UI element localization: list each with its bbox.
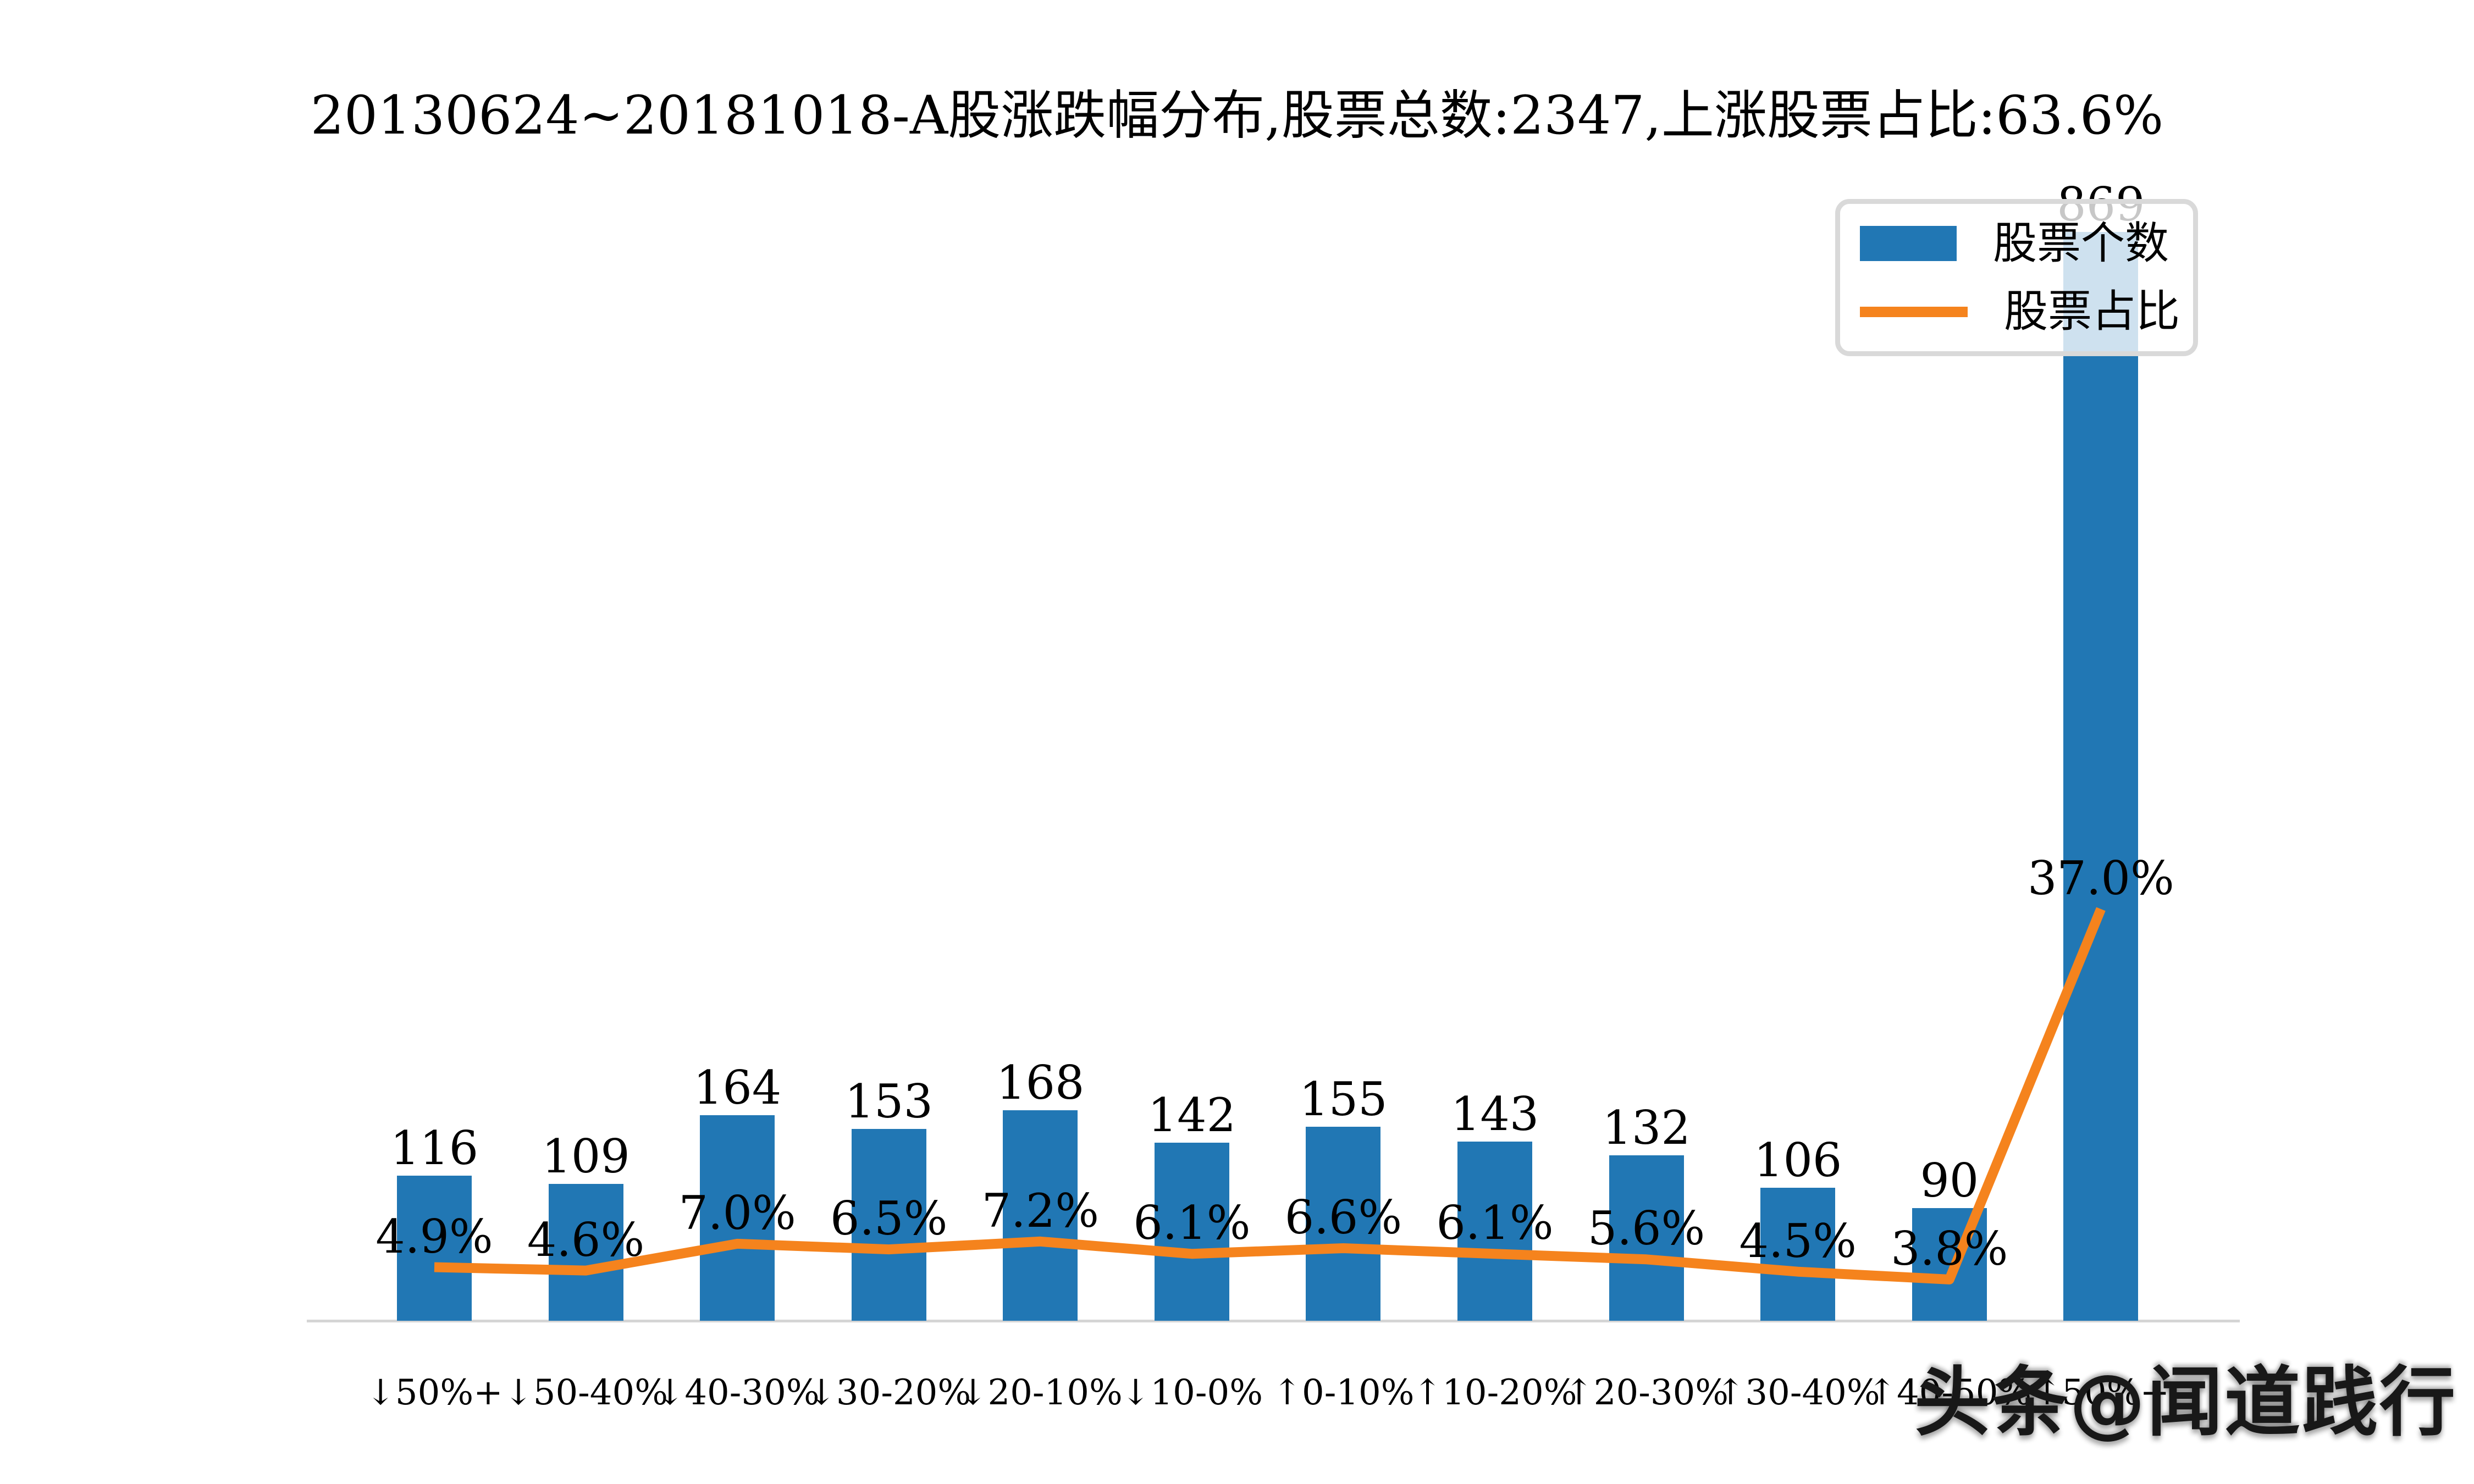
- trend-point-label: 7.0%: [678, 1186, 796, 1240]
- trend-point-label: 6.1%: [1436, 1196, 1554, 1250]
- bar-value-label: 143: [1450, 1087, 1539, 1141]
- x-axis-label: ↓30-20%: [807, 1372, 971, 1413]
- legend-item-label: 股票占比: [2004, 286, 2180, 337]
- bar-value-label: 153: [844, 1075, 933, 1129]
- bar-value-label: 168: [996, 1055, 1085, 1110]
- x-axis-label: ↓50-40%: [504, 1372, 669, 1413]
- bar-value-label: 90: [1920, 1153, 1979, 1208]
- data-bar: [700, 1115, 775, 1321]
- data-bar: [397, 1175, 472, 1321]
- bar-value-label: 116: [390, 1121, 479, 1175]
- legend-item-line: 股票占比: [1860, 289, 2193, 335]
- data-bar: [1003, 1110, 1078, 1321]
- chart-title: 20130624~20181018-A股涨跌幅分布,股票总数:2347,上涨股票…: [310, 85, 2164, 146]
- trend-point-label: 37.0%: [2027, 851, 2174, 905]
- line-swatch-icon: [1860, 306, 1968, 317]
- x-axis-label: ↓40-30%: [655, 1372, 820, 1413]
- data-bar: [851, 1129, 926, 1321]
- trend-point-label: 5.6%: [1587, 1201, 1705, 1256]
- x-axis-label: ↓50%+: [366, 1372, 503, 1413]
- bar-value-label: 164: [693, 1061, 782, 1115]
- bar-value-label: 155: [1299, 1072, 1388, 1126]
- x-axis-label: ↓20-10%: [958, 1372, 1123, 1413]
- data-bar: [1760, 1188, 1836, 1321]
- trend-point-label: 4.6%: [527, 1212, 645, 1267]
- x-axis-label: ↑50%+: [2032, 1372, 2170, 1413]
- bar-value-label: 132: [1602, 1101, 1691, 1155]
- data-bar: [1457, 1141, 1533, 1321]
- x-axis-label: ↑30-40%: [1715, 1372, 1880, 1413]
- trend-point-label: 4.5%: [1739, 1214, 1857, 1268]
- trend-point-label: 6.6%: [1284, 1190, 1402, 1245]
- trend-point-label: 6.1%: [1133, 1196, 1251, 1250]
- trend-line: [434, 907, 2106, 1284]
- bar-value-label: 109: [542, 1129, 630, 1184]
- trend-point-label: 6.5%: [830, 1192, 948, 1246]
- bar-value-label: 106: [1754, 1133, 1842, 1188]
- watermark: 头条@闻道践行: [1914, 1358, 2458, 1447]
- x-axis-label: ↑20-30%: [1564, 1372, 1729, 1413]
- x-axis-label: ↑10-20%: [1412, 1372, 1577, 1413]
- legend-item-bars: 股票个数: [1860, 220, 2193, 267]
- x-axis-label: ↓10-0%: [1120, 1372, 1263, 1413]
- bar-value-label: 142: [1147, 1088, 1236, 1143]
- data-bar: [2063, 231, 2139, 1321]
- bar-swatch-icon: [1860, 226, 1957, 261]
- data-bar: [1154, 1143, 1229, 1321]
- trend-point-label: 3.8%: [1891, 1221, 2008, 1276]
- data-bar: [1609, 1155, 1684, 1321]
- trend-point-label: 4.9%: [375, 1209, 493, 1264]
- legend-item-label: 股票个数: [1993, 218, 2169, 269]
- chart-legend: 股票个数 股票占比: [1835, 199, 2198, 356]
- trend-point-label: 7.2%: [981, 1183, 1100, 1238]
- x-axis-label: ↑40-50%: [1867, 1372, 2032, 1413]
- x-axis-label: ↑0-10%: [1272, 1372, 1415, 1413]
- data-bar: [548, 1184, 623, 1321]
- x-axis-line: [307, 1320, 2240, 1322]
- data-bar: [1306, 1126, 1381, 1321]
